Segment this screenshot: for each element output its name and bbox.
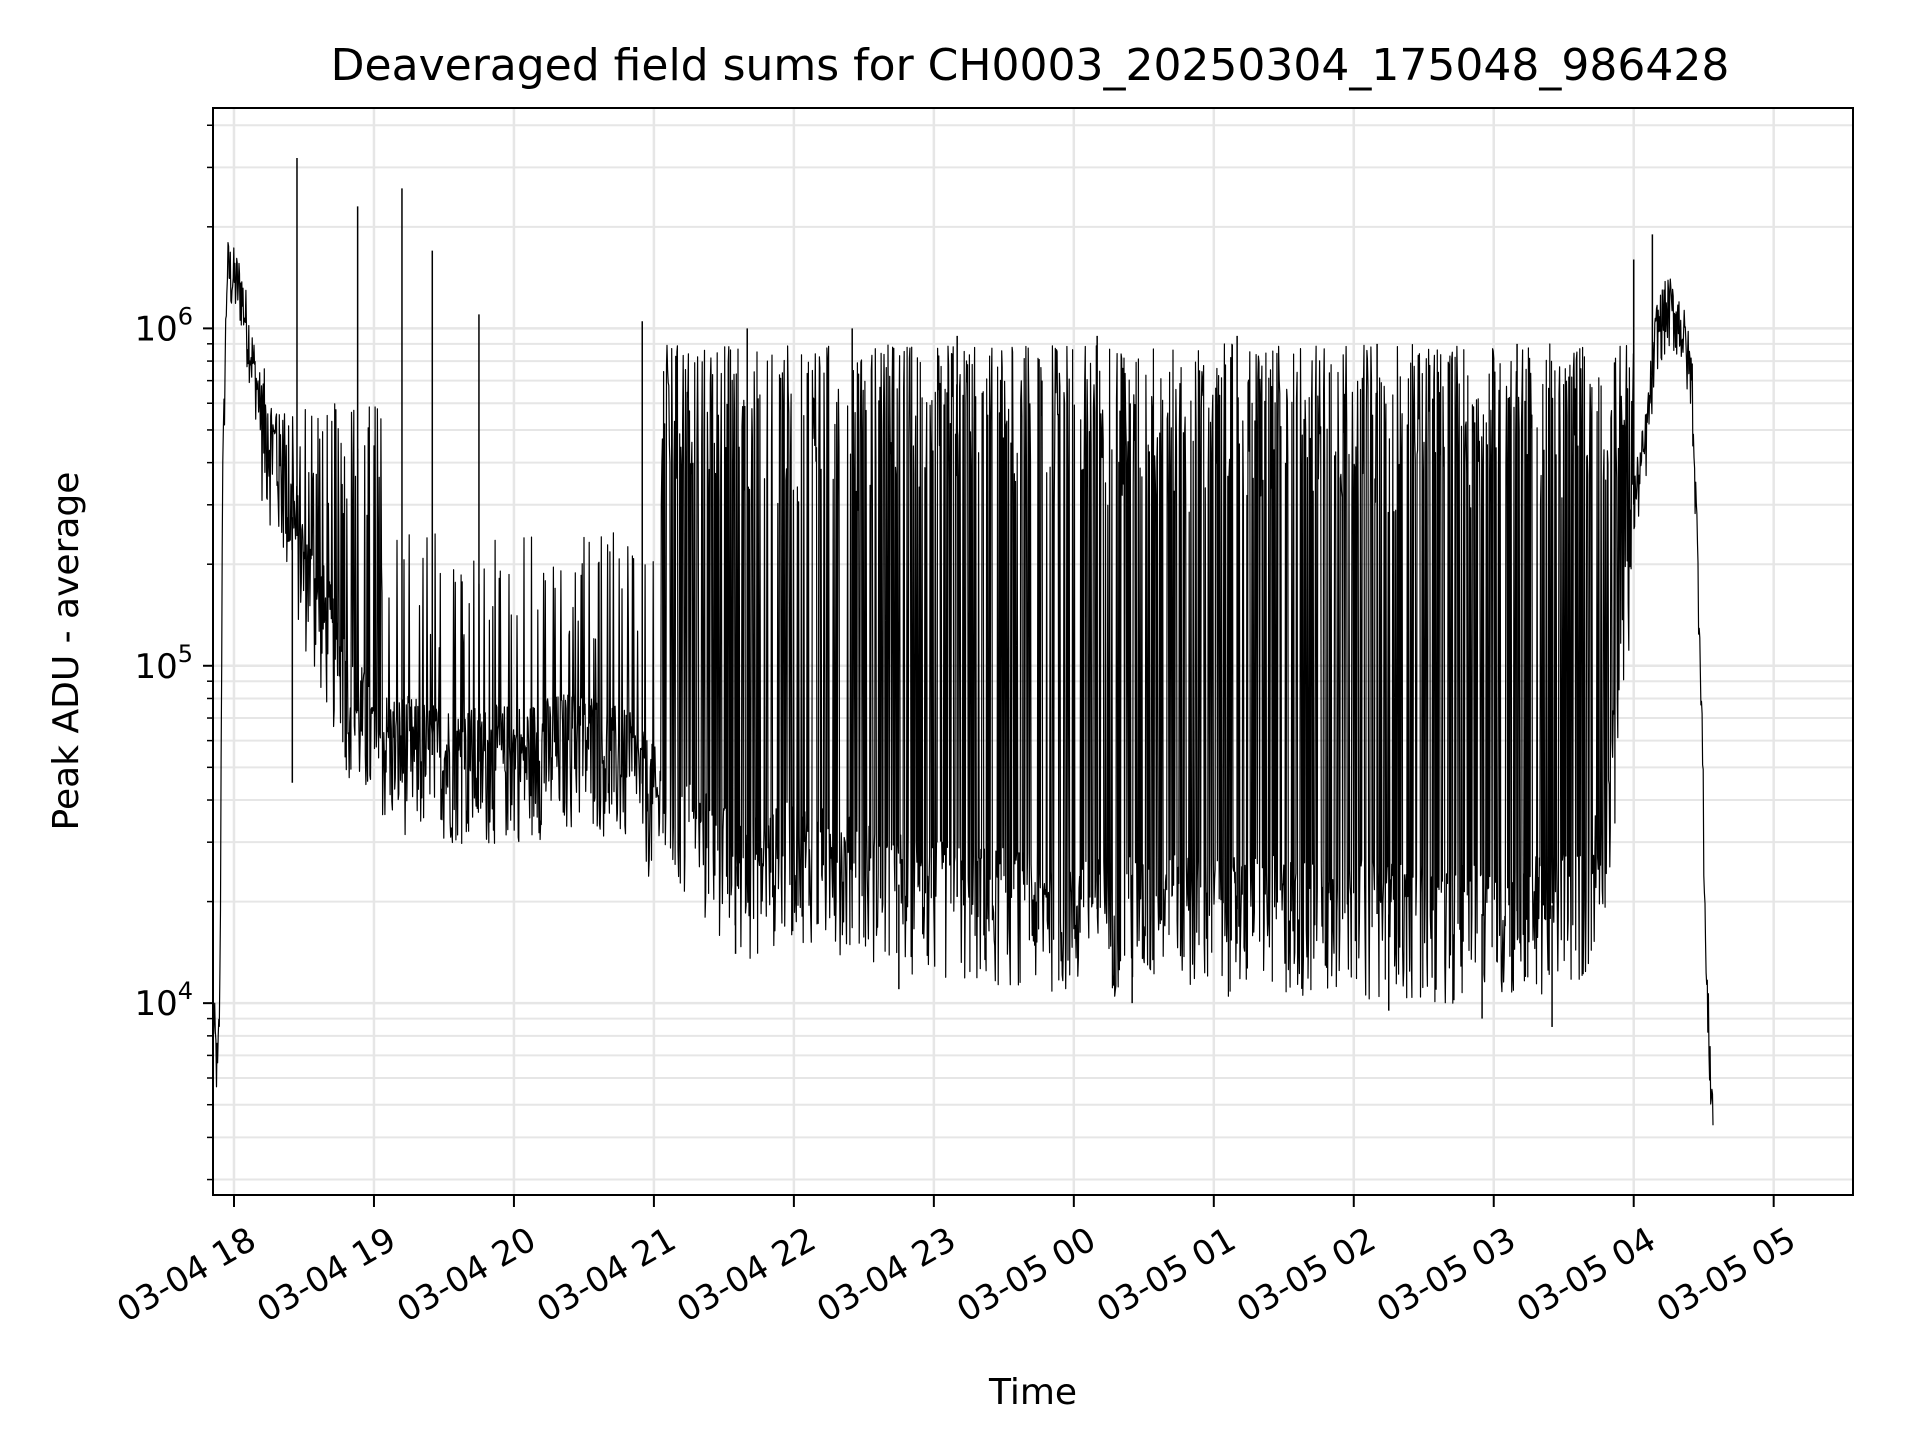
x-tick-label: 03-05 04 xyxy=(1510,1220,1662,1331)
x-tick-label: 03-05 03 xyxy=(1370,1220,1522,1331)
x-tick-label: 03-04 21 xyxy=(530,1220,682,1331)
x-tick-label: 03-05 02 xyxy=(1230,1220,1382,1331)
y-tick-base: 10 xyxy=(134,309,177,349)
y-tick-exponent: 6 xyxy=(178,302,193,330)
x-axis-label: Time xyxy=(988,1372,1077,1413)
y-axis-label: Peak ADU - average xyxy=(46,472,87,831)
x-tick-label: 03-04 22 xyxy=(670,1220,822,1331)
x-tick-label: 03-05 01 xyxy=(1090,1220,1242,1331)
y-tick-exponent: 5 xyxy=(178,640,193,668)
y-tick-label: 106 xyxy=(134,302,193,349)
y-tick-label: 105 xyxy=(134,640,193,687)
chart-title: Deaveraged field sums for CH0003_2025030… xyxy=(331,40,1730,91)
x-tick-label: 03-05 00 xyxy=(950,1220,1102,1331)
y-tick-base: 10 xyxy=(134,984,177,1024)
x-tick-label: 03-05 05 xyxy=(1650,1220,1802,1331)
series-line xyxy=(212,242,1714,1126)
x-tick-label: 03-04 20 xyxy=(390,1220,542,1331)
x-tick-label: 03-04 18 xyxy=(111,1220,263,1331)
plot-frame xyxy=(212,107,1854,1196)
x-tick-label: 03-04 23 xyxy=(810,1220,962,1331)
data-series xyxy=(212,157,1714,1126)
y-tick-label: 104 xyxy=(134,977,193,1024)
y-tick-base: 10 xyxy=(134,647,177,687)
y-tick-exponent: 4 xyxy=(178,977,193,1005)
x-tick-label: 03-04 19 xyxy=(250,1220,402,1331)
